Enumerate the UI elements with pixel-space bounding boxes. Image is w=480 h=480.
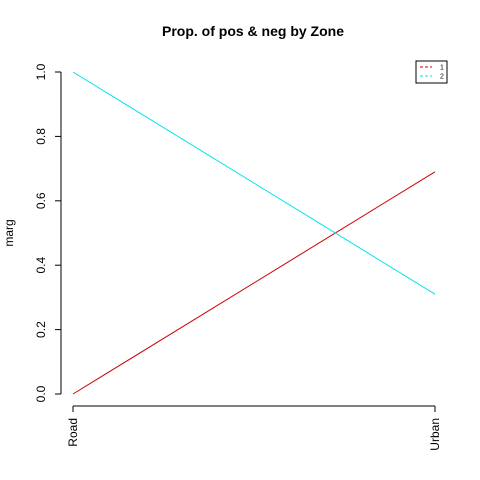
series-layer (72, 71, 436, 395)
legend: 12 (415, 60, 448, 84)
y-tick-label: 0.2 (34, 321, 48, 338)
legend-label-2: 2 (440, 73, 444, 80)
legend-box (415, 60, 448, 84)
x-tick-label: Road (66, 418, 80, 447)
y-axis-label: marg (2, 219, 16, 246)
y-tick-label: 0.4 (34, 257, 48, 274)
series-line-1 (72, 171, 436, 395)
x-axis: Road Urban (66, 405, 442, 451)
chart-title: Prop. of pos & neg by Zone (162, 23, 344, 39)
y-tick-label: 0.6 (34, 192, 48, 209)
x-tick-label: Urban (428, 418, 442, 451)
series-line-2 (72, 71, 436, 295)
y-tick-label: 0.0 (34, 385, 48, 402)
y-tick-label: 0.8 (34, 128, 48, 145)
legend-label-1: 1 (440, 64, 444, 71)
y-axis: 0.0 0.2 0.4 0.6 0.8 1.0 (34, 63, 62, 402)
y-tick-label: 1.0 (34, 63, 48, 80)
